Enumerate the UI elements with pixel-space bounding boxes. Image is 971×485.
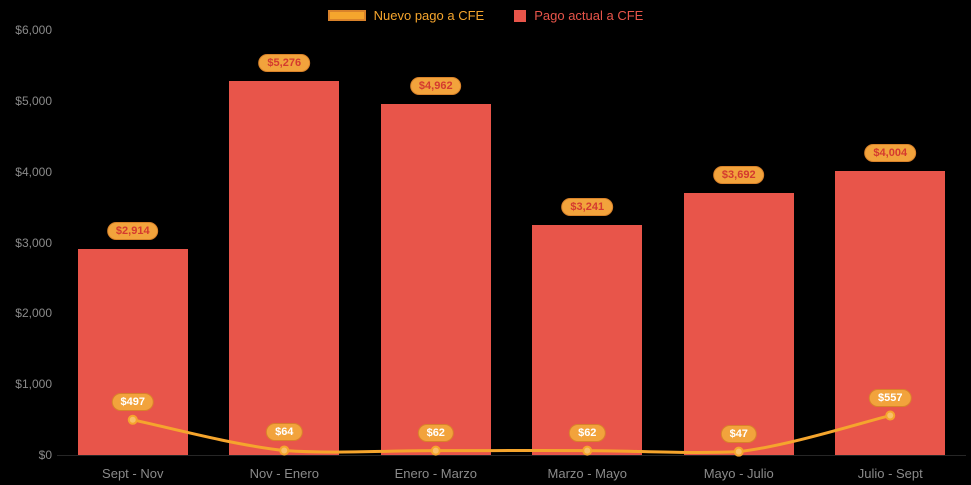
y-axis-tick-label: $5,000 (15, 93, 52, 108)
x-axis-category-label: Marzo - Mayo (547, 466, 627, 481)
bar-value-label: $3,692 (712, 166, 765, 185)
chart-legend: Nuevo pago a CFE Pago actual a CFE (0, 8, 971, 23)
x-axis-category-label: Enero - Marzo (394, 466, 477, 481)
line-point[interactable] (885, 410, 896, 421)
y-axis-tick-label: $6,000 (15, 23, 52, 37)
bar-pago-actual[interactable] (229, 81, 340, 455)
bar-value-label: $2,914 (106, 221, 159, 240)
x-axis-category-label: Mayo - Julio (703, 466, 774, 481)
line-value-label: $497 (111, 392, 154, 411)
x-axis-category-label: Nov - Enero (249, 466, 319, 481)
legend-bar-swatch-icon (514, 9, 527, 22)
line-value-label: $64 (266, 423, 303, 442)
bar-value-label: $5,276 (258, 54, 311, 73)
line-value-label: $557 (869, 388, 912, 407)
bar-value-label: $4,004 (864, 144, 917, 163)
line-point[interactable] (127, 414, 138, 425)
legend-label-pago-actual: Pago actual a CFE (534, 8, 644, 23)
x-axis-line (57, 455, 966, 456)
bar-pago-actual[interactable] (683, 193, 794, 455)
y-axis-tick-label: $1,000 (15, 377, 52, 392)
line-point[interactable] (279, 445, 290, 456)
legend-label-nuevo-pago: Nuevo pago a CFE (373, 8, 485, 23)
line-value-label: $62 (417, 423, 454, 442)
bar-pago-actual[interactable] (380, 103, 491, 455)
legend-item-pago-actual[interactable]: Pago actual a CFE (514, 8, 643, 23)
y-axis-tick-label: $2,000 (15, 306, 52, 321)
legend-line-swatch-icon (327, 10, 366, 21)
y-axis-tick-label: $4,000 (15, 164, 52, 179)
line-point[interactable] (582, 445, 593, 456)
bar-pago-actual[interactable] (532, 225, 643, 455)
bar-value-label: $3,241 (561, 198, 614, 217)
x-axis-category-label: Sept - Nov (102, 466, 164, 481)
x-axis-category-label: Julio - Sept (857, 466, 923, 481)
y-axis-tick-label: $0 (38, 448, 52, 462)
bar-pago-actual[interactable] (835, 171, 946, 455)
legend-item-nuevo-pago[interactable]: Nuevo pago a CFE (327, 8, 485, 23)
line-value-label: $62 (569, 423, 606, 442)
y-axis-tick-label: $3,000 (15, 235, 52, 250)
line-value-label: $47 (720, 424, 757, 443)
line-path (132, 414, 891, 455)
bar-value-label: $4,962 (409, 76, 462, 95)
line-point[interactable] (733, 446, 744, 457)
line-point[interactable] (430, 445, 441, 456)
